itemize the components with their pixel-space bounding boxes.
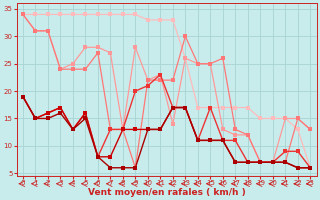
X-axis label: Vent moyen/en rafales ( km/h ): Vent moyen/en rafales ( km/h ) [88,188,245,197]
